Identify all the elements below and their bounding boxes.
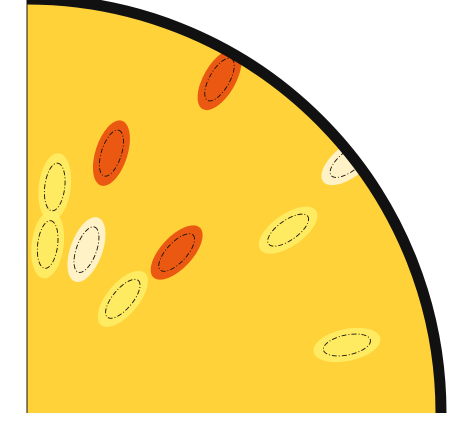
- contour-4: [43, 162, 66, 212]
- contour-7: [267, 213, 310, 247]
- feature-0: [197, 49, 242, 111]
- feature-8: [313, 327, 381, 363]
- contour-3: [73, 226, 100, 273]
- feature-6: [97, 270, 148, 327]
- contour-1: [98, 129, 124, 177]
- feature-3: [67, 217, 106, 283]
- feature-1: [92, 120, 130, 186]
- feature-4: [38, 153, 72, 221]
- feature-7: [258, 206, 318, 254]
- contour-8: [322, 333, 371, 357]
- feature-2: [150, 225, 203, 280]
- outer-boundary: [26, 0, 447, 414]
- contour-6: [105, 278, 141, 319]
- feature-5: [31, 210, 65, 279]
- contour-2: [158, 233, 196, 272]
- contour-5: [36, 220, 59, 269]
